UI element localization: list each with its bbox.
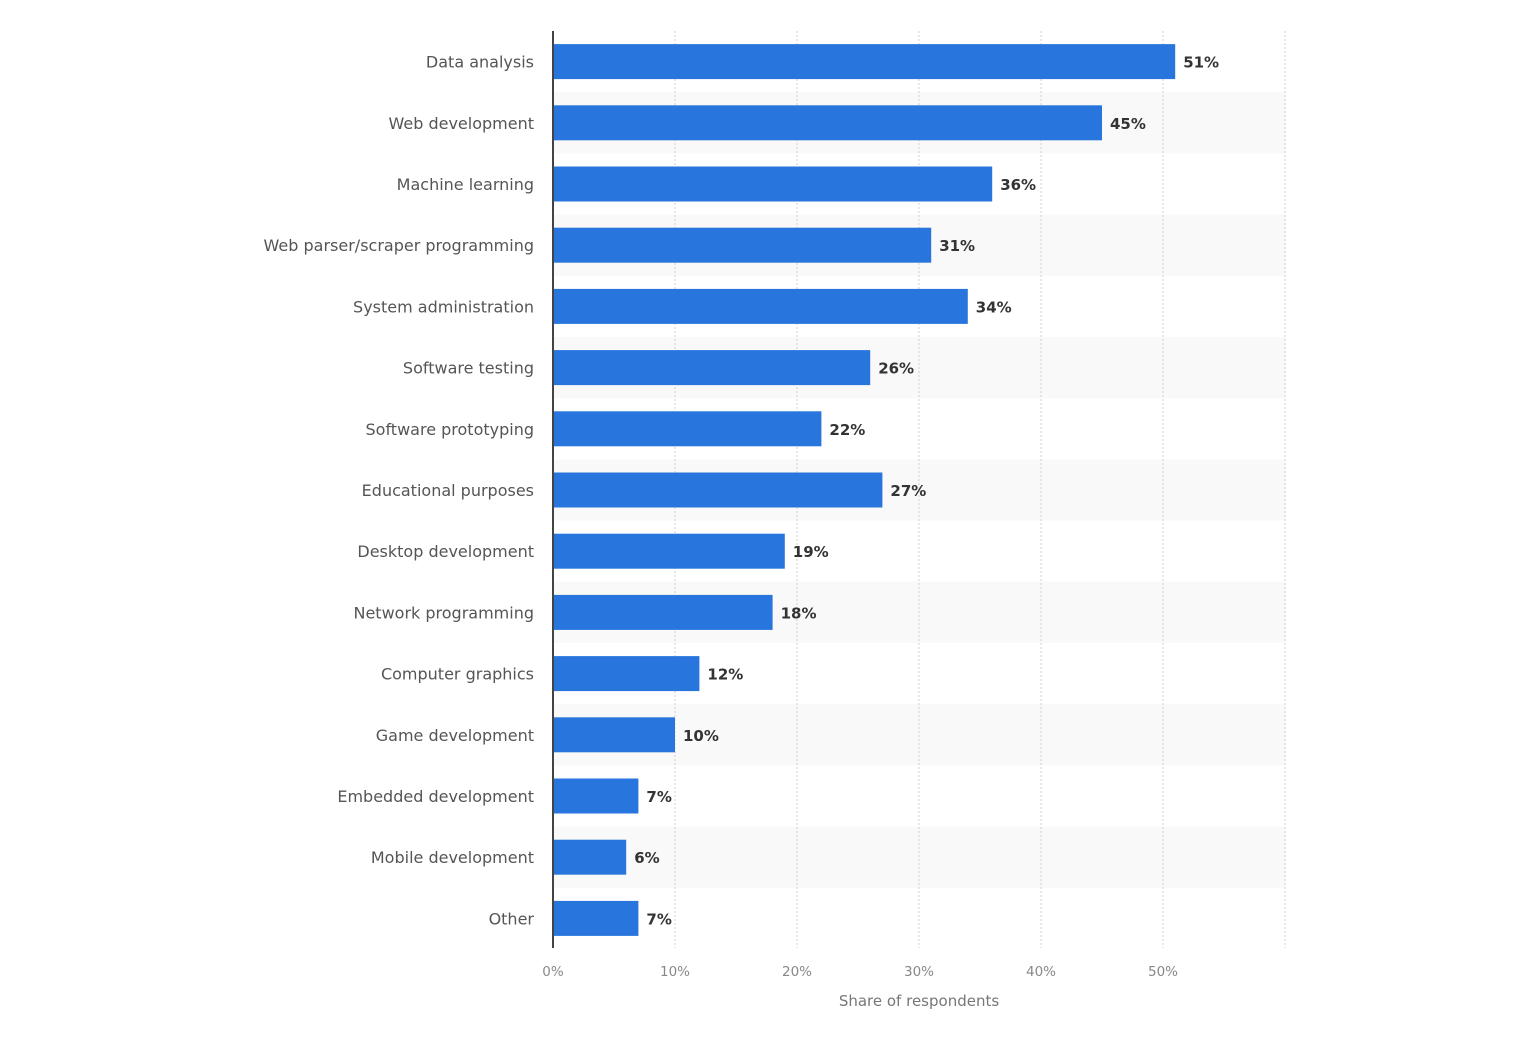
category-label: Machine learning bbox=[397, 175, 534, 194]
value-label: 10% bbox=[683, 727, 719, 745]
bar bbox=[553, 411, 822, 447]
value-label: 45% bbox=[1110, 115, 1146, 133]
category-label: System administration bbox=[353, 297, 534, 316]
category-label: Software prototyping bbox=[366, 420, 535, 439]
x-tick-label: 40% bbox=[1026, 964, 1056, 980]
value-label: 51% bbox=[1183, 54, 1219, 72]
value-label: 22% bbox=[829, 421, 865, 439]
category-label: Mobile development bbox=[371, 848, 534, 867]
bar bbox=[553, 350, 871, 386]
bar bbox=[553, 900, 639, 936]
x-tick-label: 20% bbox=[782, 964, 812, 980]
category-label: Network programming bbox=[353, 603, 534, 622]
category-label: Desktop development bbox=[357, 542, 534, 561]
bar bbox=[553, 839, 627, 875]
category-label: Data analysis bbox=[426, 53, 534, 72]
bar bbox=[553, 227, 932, 263]
bar bbox=[553, 778, 639, 814]
bar bbox=[553, 44, 1176, 80]
value-label: 31% bbox=[939, 237, 975, 255]
value-label: 36% bbox=[1000, 176, 1036, 194]
value-label: 7% bbox=[646, 788, 671, 806]
bar bbox=[553, 717, 675, 753]
category-label: Web parser/scraper programming bbox=[264, 236, 534, 255]
value-label: 18% bbox=[781, 604, 817, 622]
category-label: Web development bbox=[388, 114, 534, 133]
value-label: 27% bbox=[890, 482, 926, 500]
bar bbox=[553, 656, 700, 692]
category-label: Educational purposes bbox=[362, 481, 534, 500]
x-axis-label: Share of respondents bbox=[839, 992, 1000, 1010]
value-label: 12% bbox=[707, 666, 743, 684]
category-label: Game development bbox=[376, 726, 534, 745]
value-label: 19% bbox=[793, 543, 829, 561]
bar bbox=[553, 594, 773, 630]
bar bbox=[553, 472, 883, 508]
value-label: 6% bbox=[634, 849, 659, 867]
x-tick-label: 50% bbox=[1148, 964, 1178, 980]
bar bbox=[553, 533, 785, 569]
value-label: 7% bbox=[646, 910, 671, 928]
category-label: Computer graphics bbox=[381, 665, 534, 684]
bar bbox=[553, 166, 993, 202]
category-label: Embedded development bbox=[337, 787, 534, 806]
x-tick-label: 30% bbox=[904, 964, 934, 980]
bar bbox=[553, 105, 1102, 141]
x-tick-label: 0% bbox=[542, 964, 564, 980]
bar bbox=[553, 288, 968, 324]
value-label: 34% bbox=[976, 298, 1012, 316]
category-label: Software testing bbox=[403, 359, 534, 378]
x-tick-label: 10% bbox=[660, 964, 690, 980]
value-label: 26% bbox=[878, 360, 914, 378]
category-label: Other bbox=[489, 909, 535, 928]
